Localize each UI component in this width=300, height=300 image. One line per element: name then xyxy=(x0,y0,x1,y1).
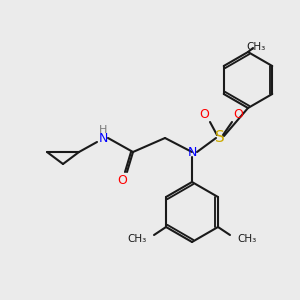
Text: O: O xyxy=(233,109,243,122)
Text: O: O xyxy=(199,109,209,122)
Text: N: N xyxy=(98,131,108,145)
Text: N: N xyxy=(187,146,197,158)
Text: H: H xyxy=(99,125,107,135)
Text: CH₃: CH₃ xyxy=(128,234,147,244)
Text: S: S xyxy=(215,130,225,146)
Text: CH₃: CH₃ xyxy=(237,234,256,244)
Text: O: O xyxy=(117,173,127,187)
Text: CH₃: CH₃ xyxy=(246,42,266,52)
